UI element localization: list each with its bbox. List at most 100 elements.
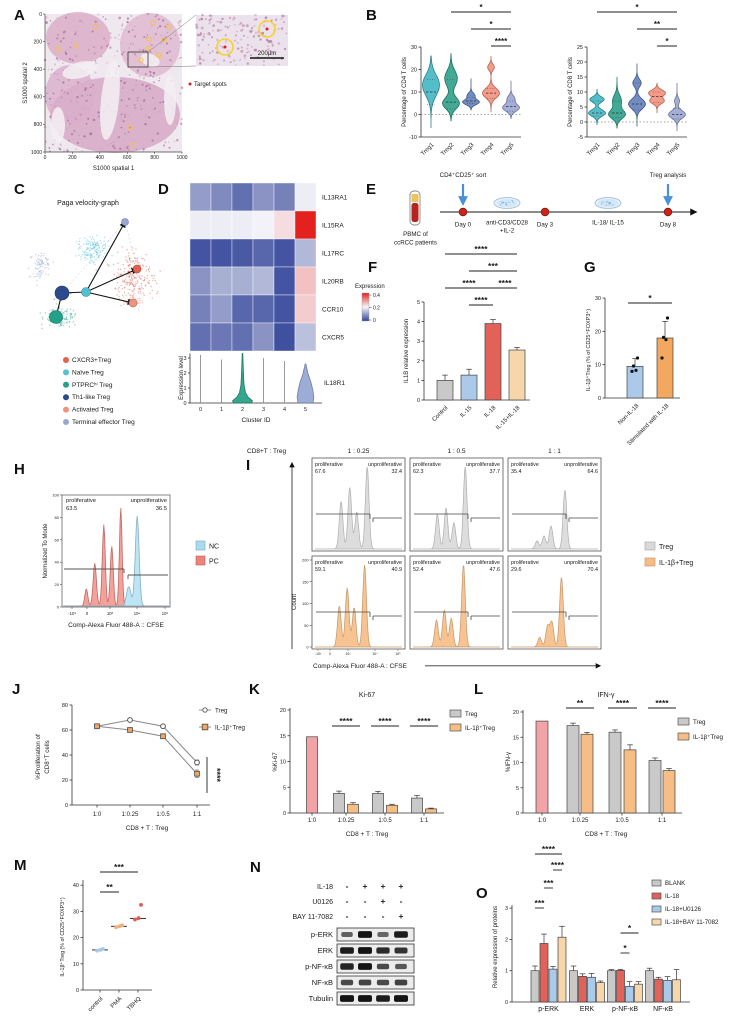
svg-text:-: - bbox=[400, 896, 403, 906]
svg-text:p-NF-κB: p-NF-κB bbox=[305, 962, 333, 971]
svg-text:CD8⁺T cells: CD8⁺T cells bbox=[44, 740, 51, 773]
svg-text:80: 80 bbox=[62, 703, 68, 709]
svg-text:Treg: Treg bbox=[465, 711, 478, 718]
svg-text:52.4: 52.4 bbox=[413, 567, 424, 573]
svg-text:1:0.25: 1:0.25 bbox=[122, 812, 139, 818]
svg-text:0: 0 bbox=[39, 12, 42, 18]
svg-text:CD8 + T : Treg: CD8 + T : Treg bbox=[126, 825, 169, 832]
svg-text:36.5: 36.5 bbox=[156, 506, 167, 512]
svg-text:CD8 + T : Treg: CD8 + T : Treg bbox=[346, 831, 389, 838]
svg-text:****: **** bbox=[495, 37, 508, 46]
svg-text:Day 3: Day 3 bbox=[537, 222, 554, 229]
svg-text:5: 5 bbox=[516, 786, 519, 792]
svg-text:****: **** bbox=[212, 768, 222, 783]
svg-text:1: 1 bbox=[183, 386, 186, 392]
svg-text:10⁵: 10⁵ bbox=[395, 652, 401, 656]
svg-text:CXCR3+Treg: CXCR3+Treg bbox=[72, 357, 111, 364]
svg-text:control: control bbox=[87, 996, 104, 1013]
svg-text:15: 15 bbox=[577, 75, 583, 81]
svg-text:IL-18: IL-18 bbox=[665, 893, 680, 900]
svg-text:2: 2 bbox=[417, 359, 420, 365]
panel-e-label: E bbox=[366, 181, 377, 198]
svg-text:***: *** bbox=[114, 862, 125, 872]
svg-text:Paga velocity-graph: Paga velocity-graph bbox=[57, 200, 119, 207]
svg-text:****: **** bbox=[462, 278, 476, 288]
svg-text:+: + bbox=[381, 881, 386, 891]
svg-text:*: * bbox=[628, 923, 632, 933]
panel-n-label: N bbox=[250, 859, 261, 876]
svg-text:5: 5 bbox=[417, 300, 420, 306]
svg-text:Comp-Alexa Fluor 488-A : CFSE: Comp-Alexa Fluor 488-A : CFSE bbox=[313, 663, 408, 670]
svg-text:proliferative: proliferative bbox=[315, 560, 343, 566]
svg-text:Percentage of CD4 T cells: Percentage of CD4 T cells bbox=[402, 57, 408, 127]
svg-text:Treg2: Treg2 bbox=[440, 142, 456, 158]
svg-text:15: 15 bbox=[513, 735, 519, 741]
svg-text:IL-1β⁺Treg (% of CD25⁺FOXP3⁺): IL-1β⁺Treg (% of CD25⁺FOXP3⁺) bbox=[585, 309, 592, 391]
panel-m-dot: 0 10 20 30 40 control PMA TBHQ ***** IL-1β⁺Treg (… bbox=[59, 862, 152, 1013]
svg-text:20: 20 bbox=[513, 710, 519, 716]
panel-f-label: F bbox=[368, 259, 378, 276]
svg-text:1:1: 1:1 bbox=[420, 818, 429, 824]
svg-text:p-ERK: p-ERK bbox=[311, 930, 333, 939]
svg-text:PTPRCʰⁱ Treg: PTPRCʰⁱ Treg bbox=[72, 382, 113, 389]
svg-text:30: 30 bbox=[73, 909, 79, 915]
svg-text:200: 200 bbox=[68, 155, 77, 161]
svg-text:40: 40 bbox=[55, 560, 60, 565]
svg-text:0: 0 bbox=[373, 318, 376, 324]
svg-text:IL-1β⁺Treg: IL-1β⁺Treg bbox=[693, 734, 724, 741]
svg-text:IL-18: IL-18 bbox=[483, 405, 497, 419]
svg-text:TBHQ: TBHQ bbox=[126, 996, 142, 1012]
svg-text:10⁵: 10⁵ bbox=[162, 611, 169, 616]
svg-text:1: 1 bbox=[220, 407, 223, 413]
panel-l-bar: 0 5 10 15 20 IFN-γ 1:0 1:0.25 1:0.5 1:1 CD8 + T : … bbox=[506, 692, 724, 838]
svg-text:1000: 1000 bbox=[176, 155, 187, 161]
svg-text:proliferative: proliferative bbox=[511, 462, 539, 468]
svg-text:CD4⁺CD25⁺ sort: CD4⁺CD25⁺ sort bbox=[440, 172, 487, 179]
svg-text:Count: Count bbox=[292, 594, 298, 610]
svg-text:25: 25 bbox=[577, 45, 583, 51]
svg-text:200μm: 200μm bbox=[258, 51, 276, 57]
svg-text:0: 0 bbox=[86, 611, 89, 616]
svg-text:100: 100 bbox=[302, 602, 308, 606]
panel-i-label: I bbox=[246, 457, 251, 474]
svg-text:Treg: Treg bbox=[693, 719, 706, 726]
svg-text:NF-κB: NF-κB bbox=[312, 978, 333, 987]
panel-d-il18r1-violin: 0 1 2 3 0 1 2 3 4 5 Cluster ID Expression level IL18… bbox=[179, 353, 345, 424]
svg-text:50: 50 bbox=[304, 624, 308, 628]
svg-text:4: 4 bbox=[417, 320, 420, 326]
svg-text:CCR10: CCR10 bbox=[322, 307, 344, 314]
svg-text:400: 400 bbox=[96, 155, 105, 161]
svg-text:0: 0 bbox=[76, 988, 79, 994]
svg-text:*: * bbox=[635, 3, 639, 12]
svg-text:unproliferative: unproliferative bbox=[466, 560, 500, 566]
svg-text:unproliferative: unproliferative bbox=[131, 498, 167, 504]
panel-o-label: O bbox=[476, 885, 488, 902]
svg-text:+: + bbox=[381, 896, 386, 906]
svg-text:Target spots: Target spots bbox=[194, 82, 227, 88]
svg-text:unproliferative: unproliferative bbox=[564, 462, 598, 468]
svg-text:1 : 0.5: 1 : 0.5 bbox=[447, 448, 465, 455]
svg-text:-5: -5 bbox=[578, 135, 583, 141]
svg-text:Cluster ID: Cluster ID bbox=[242, 417, 271, 424]
svg-text:Expression level: Expression level bbox=[179, 356, 185, 400]
svg-text:0: 0 bbox=[183, 401, 186, 407]
svg-text:Treg: Treg bbox=[659, 544, 673, 551]
svg-text:1:1: 1:1 bbox=[193, 812, 202, 818]
svg-text:****: **** bbox=[498, 278, 512, 288]
svg-text:Normalized To Mode: Normalized To Mode bbox=[43, 523, 49, 579]
svg-text:37.7: 37.7 bbox=[490, 469, 501, 475]
svg-text:Tubulin: Tubulin bbox=[309, 994, 333, 1003]
svg-text:40: 40 bbox=[62, 753, 68, 759]
svg-text:59.1: 59.1 bbox=[315, 567, 326, 573]
svg-text:1:0: 1:0 bbox=[308, 818, 317, 824]
svg-text:100: 100 bbox=[52, 493, 59, 498]
svg-text:IL17RC: IL17RC bbox=[322, 251, 344, 258]
svg-text:2: 2 bbox=[505, 937, 508, 943]
svg-text:NC: NC bbox=[209, 544, 219, 551]
svg-text:0.4: 0.4 bbox=[373, 293, 380, 299]
svg-text:0: 0 bbox=[598, 396, 601, 402]
panel-d-heatmap: IL13RA1 IL15RA IL17RC IL20RB CCR10 CXCR5 Expre… bbox=[189, 182, 385, 352]
svg-text:67.6: 67.6 bbox=[315, 469, 326, 475]
